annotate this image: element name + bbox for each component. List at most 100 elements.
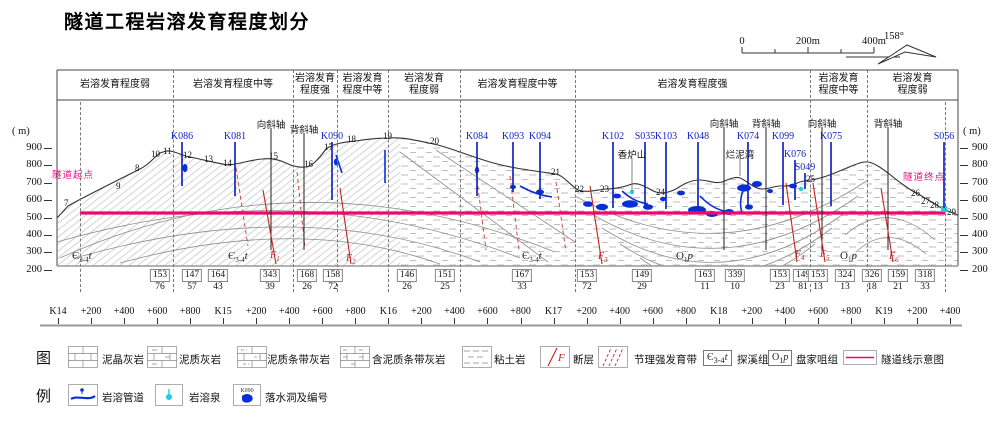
elev-label-right: 200 — [972, 263, 988, 275]
km-tick-20 — [718, 318, 720, 324]
borehole-label-K048: K048 — [686, 131, 710, 142]
km-tick-4 — [190, 318, 192, 324]
strata-unit-label-3: O1p — [676, 250, 693, 265]
dip-mark-10: 149 29 — [631, 269, 653, 293]
legend-swatch-sinkhole-icon: K090 — [233, 384, 261, 406]
borehole-label-K075: K075 — [819, 131, 843, 142]
borehole-label-K094: K094 — [528, 131, 552, 142]
km-tick-8 — [322, 318, 324, 324]
dip-mark-9: 153 72 — [576, 269, 598, 293]
svg-text:F: F — [557, 352, 565, 364]
elev-label-right: 300 — [972, 246, 988, 258]
km-tick-25 — [883, 318, 885, 324]
fault-line-F5 — [812, 182, 826, 263]
spring-markers — [629, 186, 947, 212]
dip-mark-0: 153 76 — [149, 269, 171, 293]
elev-label-left: 200 — [26, 263, 42, 275]
scalebar-label-0: 0 — [739, 36, 745, 47]
fault-label-F6: F6 — [889, 251, 899, 264]
terrain-point-21: 21 — [551, 167, 560, 177]
zone-boundary-line — [292, 70, 294, 292]
legend-swatch-claystone-icon — [462, 346, 492, 368]
km-tick-23 — [817, 318, 819, 324]
dip-mark-12: 339 10 — [724, 269, 746, 293]
km-label-4: +800 — [179, 306, 201, 317]
km-tick-18 — [652, 318, 654, 324]
legend-label-micrite: 泥晶灰岩 — [102, 354, 144, 366]
zone-boundary-line — [172, 70, 174, 292]
dip-mark-17: 326 18 — [861, 269, 883, 293]
legend-label-banded2: 含泥质条带灰岩 — [372, 354, 446, 366]
bearing-label: 158° — [884, 31, 904, 42]
km-tick-22 — [784, 318, 786, 324]
section-frame — [56, 69, 959, 266]
km-tick-5 — [223, 318, 225, 324]
terrain-point-20: 20 — [430, 136, 439, 146]
km-label-14: +800 — [510, 306, 531, 317]
km-tick-17 — [619, 318, 621, 324]
elev-label-left: 400 — [26, 229, 42, 240]
elev-label-right: 400 — [972, 229, 988, 240]
elev-tick-left — [44, 235, 52, 236]
km-tick-12 — [454, 318, 456, 324]
km-tick-11 — [421, 318, 423, 324]
legend-swatch-karst-spring-icon — [155, 384, 183, 406]
terrain-point-28: 28 — [930, 200, 939, 210]
km-tick-9 — [355, 318, 357, 324]
tunnel-limit-line — [944, 102, 946, 292]
elev-label-right: 800 — [972, 159, 988, 171]
km-label-10: K16 — [379, 306, 397, 317]
km-label-13: +600 — [477, 306, 498, 317]
borehole-label-K076: K076 — [783, 149, 807, 160]
fault-line-F4 — [785, 182, 798, 263]
fold-axis-label-5: 背斜轴 — [873, 119, 903, 130]
borehole-label-S035: S035 — [634, 131, 656, 142]
legend-swatch-cambrian-unit: Є3-4t — [703, 350, 732, 366]
dip-mark-18: 159 21 — [887, 269, 909, 293]
zone-boundary-line — [574, 70, 576, 292]
terrain-point-29: 29 — [947, 207, 956, 217]
km-label-6: +200 — [245, 306, 267, 317]
dip-mark-13: 153 23 — [769, 269, 791, 293]
km-label-7: +400 — [278, 306, 300, 317]
borehole-label-K074: K074 — [736, 131, 760, 142]
legend-label-fault: 断层 — [573, 354, 594, 366]
fault-label-F2: F2 — [346, 253, 356, 266]
elev-tick-left — [44, 269, 52, 271]
scale-ruler — [741, 47, 875, 54]
dip-mark-1: 147 57 — [181, 269, 203, 293]
terrain-point-27: 27 — [921, 196, 930, 206]
legend-swatch-ordovician-unit: O1p — [768, 350, 793, 366]
borehole-label-S056: S056 — [933, 131, 955, 142]
tunnel-end-label: 隧道终点 — [903, 172, 946, 183]
terrain-point-15: 15 — [269, 151, 278, 161]
km-tick-6 — [256, 318, 258, 324]
km-tick-27 — [950, 318, 951, 324]
elev-tick-left — [44, 165, 52, 167]
elev-label-left: 800 — [26, 159, 42, 171]
km-label-12: +400 — [444, 306, 465, 317]
legend-swatch-karst-conduit-icon — [68, 384, 98, 406]
terrain-point-17: 17 — [324, 142, 333, 152]
figure-title: 隧道工程岩溶发育程度划分 — [64, 12, 311, 33]
terrain-point-11: 11 — [163, 146, 172, 156]
dip-mark-11: 163 11 — [694, 269, 716, 293]
km-tick-1 — [91, 318, 93, 324]
km-label-9: +800 — [345, 306, 366, 317]
elev-tick-right — [960, 235, 968, 236]
legend-label-sinkhole: 落水洞及编号 — [265, 392, 328, 404]
terrain-point-7: 7 — [64, 198, 69, 208]
km-tick-3 — [157, 318, 159, 324]
zone-label-3: 岩溶发育 程度中等 — [342, 73, 383, 96]
elev-unit-right: ( m) — [963, 126, 981, 137]
strata-unit-label-1: Є3-4t — [228, 250, 248, 265]
dip-mark-7: 151 25 — [434, 269, 456, 293]
terrain-point-23: 23 — [600, 184, 609, 194]
borehole-label-K086: K086 — [170, 131, 194, 142]
km-label-22: +400 — [774, 306, 796, 317]
zone-boundary-line — [866, 70, 868, 292]
borehole-label-K084: K084 — [465, 131, 489, 142]
zone-boundary-line — [336, 70, 338, 292]
km-tick-26 — [916, 318, 918, 324]
